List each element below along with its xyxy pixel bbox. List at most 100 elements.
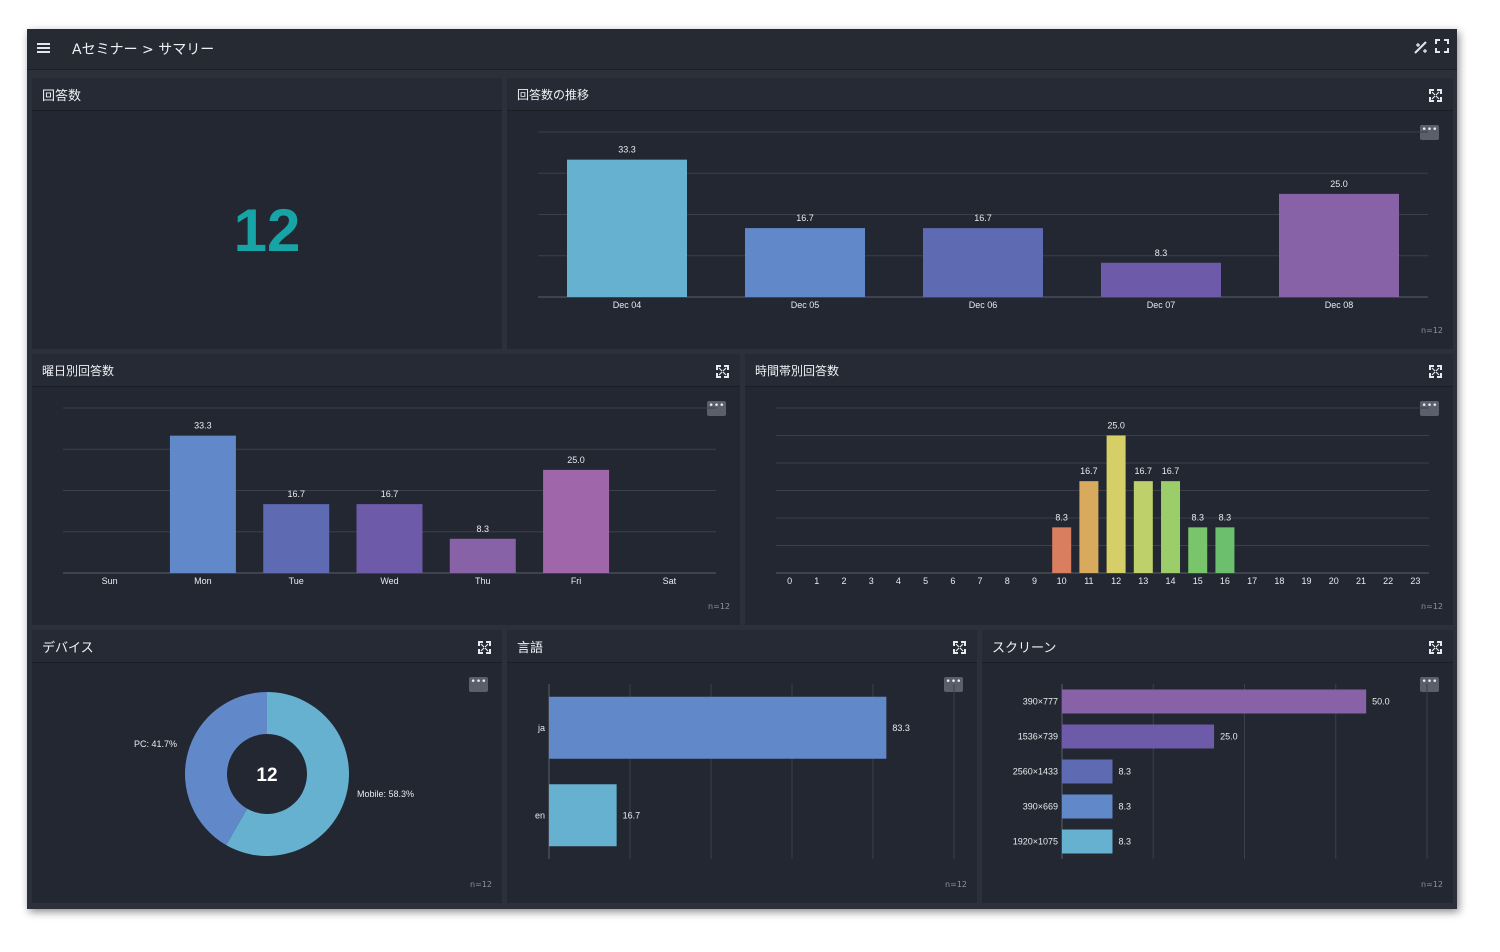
- panel-body: ••• 50.0 390×777 25.0 1536×739 8.3 2560×1433 8…: [982, 663, 1453, 903]
- tick-label: 7: [978, 576, 983, 586]
- data-label: 16.7: [1162, 466, 1180, 476]
- hour-chart: 0 1 2 3 4 5 6 7 8 98.31016.71125.01216.71316.7148…: [776, 407, 1429, 586]
- bar: [169, 435, 236, 573]
- tick-label: 2560×1433: [1013, 767, 1058, 777]
- more-icon[interactable]: •••: [1420, 125, 1439, 140]
- sample-size: n=12: [1421, 602, 1443, 611]
- tick-label: 6: [950, 576, 955, 586]
- data-label: 8.3: [1118, 837, 1131, 847]
- panel-title: デバイス: [42, 641, 94, 656]
- tick-label: Dec 04: [613, 300, 642, 310]
- panel-body: ••• 83.3 ja 16.7 en n=12: [507, 663, 977, 903]
- more-icon[interactable]: •••: [469, 677, 488, 692]
- tick-label: 10: [1057, 576, 1067, 586]
- sample-size: n=12: [945, 880, 967, 889]
- bar: [1106, 435, 1126, 573]
- sample-size: n=12: [1421, 326, 1443, 335]
- tick-label: 1: [814, 576, 819, 586]
- panel-body: ••• 12 PC: 41.7% Mobile: 58.3% n=12: [32, 663, 502, 903]
- bar: [1062, 829, 1113, 854]
- tick-label: 8: [1005, 576, 1010, 586]
- data-label: 16.7: [287, 489, 305, 499]
- panel-body: ••• Sun 33.3 Mon 16.7 Tue 16.7 Wed 8.3 Thu 25.0 Fr…: [32, 387, 740, 625]
- panel-header: 言語: [507, 630, 977, 663]
- panel-title: 時間帯別回答数: [755, 364, 840, 378]
- expand-icon[interactable]: [1429, 87, 1442, 102]
- bar: [356, 504, 423, 573]
- bar: [543, 469, 610, 573]
- expand-icon[interactable]: [478, 639, 491, 654]
- expand-icon[interactable]: [953, 639, 966, 654]
- panel-device: デバイス ••• 12 PC: 41.7% Mobile: 58.3% n=12: [32, 630, 502, 903]
- data-label: 50.0: [1372, 697, 1390, 707]
- tick-label: 17: [1247, 576, 1257, 586]
- panel-title: 言語: [517, 641, 544, 656]
- tick-label: Wed: [380, 576, 398, 586]
- breadcrumb[interactable]: Aセミナー > サマリー: [72, 42, 215, 58]
- tick-label: 4: [896, 576, 901, 586]
- tick-label: 18: [1274, 576, 1284, 586]
- dashboard-window: Aセミナー > サマリー 回答数 12 回答数の推移 ••• 33.3 Dec 0…: [27, 29, 1457, 909]
- data-label: 16.7: [796, 213, 814, 223]
- bar: [1062, 759, 1113, 784]
- more-icon[interactable]: •••: [1420, 401, 1439, 416]
- top-bar: Aセミナー > サマリー: [27, 29, 1457, 70]
- tick-label: 3: [869, 576, 874, 586]
- lang-chart: 83.3 ja 16.7 en: [535, 684, 955, 859]
- data-label: 83.3: [892, 723, 910, 733]
- donut-center-value: 12: [256, 765, 277, 786]
- data-label: 8.3: [1155, 248, 1168, 258]
- pie-slice: [226, 692, 349, 856]
- sample-size: n=12: [470, 880, 492, 889]
- response-count: 12: [233, 197, 301, 264]
- panel-body: ••• 33.3 Dec 04 16.7 Dec 05 16.7 Dec 06 8.3 Dec…: [507, 111, 1453, 349]
- hamburger-icon[interactable]: [37, 43, 50, 53]
- panel-weekday: 曜日別回答数 ••• Sun 33.3 Mon 16.7 Tue 16.7 Wed 8.3 Th…: [32, 354, 740, 625]
- tick-label: 21: [1356, 576, 1366, 586]
- data-label: 16.7: [623, 810, 641, 820]
- more-icon[interactable]: •••: [707, 401, 726, 416]
- tick-label: Sun: [102, 576, 118, 586]
- expand-icon[interactable]: [1429, 639, 1442, 654]
- panel-header: 回答数: [32, 78, 502, 111]
- wand-icon[interactable]: [1413, 39, 1429, 59]
- data-label: 16.7: [974, 213, 992, 223]
- panel-header: 回答数の推移: [507, 78, 1453, 111]
- tick-label: en: [535, 810, 545, 820]
- bar: [745, 228, 865, 297]
- tick-label: Tue: [289, 576, 304, 586]
- device-chart: 12 PC: 41.7% Mobile: 58.3%: [134, 692, 414, 856]
- panel-lang: 言語 ••• 83.3 ja 16.7 en n=12: [507, 630, 977, 903]
- tick-label: 1920×1075: [1013, 837, 1058, 847]
- panel-header: スクリーン: [982, 630, 1453, 663]
- tick-label: 9: [1032, 576, 1037, 586]
- data-label: 8.3: [1191, 512, 1204, 522]
- pie-slice: [185, 692, 267, 846]
- panel-header: 時間帯別回答数: [745, 354, 1453, 387]
- tick-label: Dec 06: [969, 300, 998, 310]
- bar: [1101, 262, 1221, 297]
- data-label: 16.7: [1080, 466, 1098, 476]
- expand-icon[interactable]: [1429, 363, 1442, 378]
- tick-label: 22: [1383, 576, 1393, 586]
- tick-label: 390×777: [1023, 697, 1058, 707]
- expand-icon[interactable]: [716, 363, 729, 378]
- bar: [1062, 689, 1367, 714]
- panel-hour: 時間帯別回答数 ••• 0 1 2 3 4 5 6 7 8 9 8.3 10 16.7 11 25.0 12 1…: [745, 354, 1453, 625]
- data-label: 8.3: [1118, 802, 1131, 812]
- more-icon[interactable]: •••: [1420, 677, 1439, 692]
- panel-title: 曜日別回答数: [42, 364, 115, 378]
- bar: [567, 159, 687, 297]
- bar: [923, 228, 1043, 297]
- data-label: 16.7: [381, 489, 399, 499]
- tick-label: Dec 07: [1147, 300, 1176, 310]
- fullscreen-icon[interactable]: [1435, 39, 1449, 57]
- data-label: 8.3: [1055, 512, 1068, 522]
- tick-label: 0: [787, 576, 792, 586]
- data-label: 8.3: [1118, 767, 1131, 777]
- tick-label: Thu: [475, 576, 491, 586]
- panel-trend: 回答数の推移 ••• 33.3 Dec 04 16.7 Dec 05 16.7 Dec 0…: [507, 78, 1453, 349]
- data-label: 33.3: [194, 421, 212, 431]
- panel-title: スクリーン: [992, 641, 1057, 656]
- tick-label: 13: [1138, 576, 1148, 586]
